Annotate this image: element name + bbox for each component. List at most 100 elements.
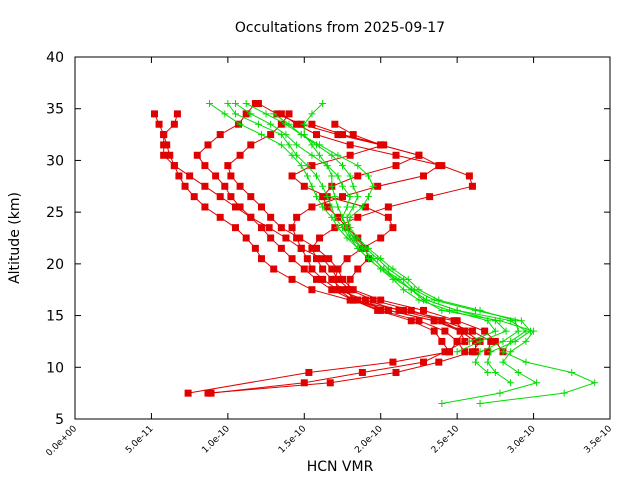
data-point	[468, 182, 476, 190]
data-point	[227, 172, 235, 180]
data-point	[364, 193, 372, 201]
data-point	[487, 348, 495, 356]
data-point	[232, 224, 239, 232]
data-point	[487, 337, 495, 345]
x-tick-label: 0.0e+00	[45, 424, 80, 459]
x-tick-label: 2.5e-10	[430, 424, 462, 456]
data-point	[517, 317, 525, 325]
data-point	[251, 244, 259, 252]
data-point	[308, 244, 316, 252]
data-point	[392, 162, 400, 170]
data-point	[308, 120, 316, 128]
data-point	[323, 162, 331, 170]
data-point	[334, 265, 342, 273]
series-profile-13	[242, 100, 499, 345]
data-point	[282, 120, 290, 128]
data-point	[224, 162, 232, 170]
series-profile-4	[254, 100, 495, 356]
data-point	[415, 286, 423, 294]
data-point	[349, 296, 357, 304]
series-line	[273, 113, 519, 373]
data-point	[384, 306, 392, 314]
data-point	[496, 389, 504, 397]
data-point	[476, 306, 484, 314]
data-point	[216, 131, 224, 139]
data-point	[300, 182, 308, 190]
data-point	[319, 193, 327, 201]
data-point	[514, 327, 522, 335]
data-point	[184, 389, 192, 397]
x-tick-label: 5.0e-11	[124, 424, 156, 456]
data-point	[346, 151, 354, 159]
data-point	[257, 224, 265, 232]
data-point	[441, 327, 449, 335]
series-profile-5	[277, 110, 479, 356]
data-point	[484, 317, 492, 325]
data-point	[364, 172, 372, 180]
data-point	[242, 234, 250, 242]
data-point	[364, 244, 372, 252]
data-point	[420, 358, 428, 366]
series-profile-8	[206, 100, 541, 407]
data-point	[392, 151, 400, 159]
data-point	[377, 255, 385, 263]
data-point	[343, 224, 351, 232]
data-point	[201, 182, 209, 190]
data-point	[160, 151, 168, 159]
data-point	[303, 162, 311, 170]
y-tick-label: 35	[46, 102, 64, 118]
data-point	[257, 131, 265, 139]
data-point	[282, 131, 290, 139]
y-tick-label: 15	[46, 309, 64, 325]
data-point	[354, 296, 362, 304]
data-point	[446, 306, 453, 314]
data-point	[204, 141, 212, 149]
data-point	[522, 337, 530, 345]
data-point	[181, 182, 189, 190]
data-point	[221, 110, 229, 118]
data-point	[499, 337, 507, 345]
data-point	[334, 131, 342, 139]
data-point	[328, 182, 336, 190]
data-point	[481, 327, 489, 335]
data-point	[461, 327, 469, 335]
data-point	[221, 182, 229, 190]
data-point	[568, 368, 576, 376]
data-point	[236, 182, 244, 190]
data-point	[316, 141, 324, 149]
data-point	[407, 317, 415, 325]
data-point	[499, 358, 507, 366]
data-point	[277, 224, 285, 232]
data-point	[277, 244, 285, 252]
x-tick-label: 1.0e-10	[200, 424, 232, 456]
data-point	[293, 151, 301, 159]
data-point	[430, 317, 438, 325]
data-point	[430, 327, 438, 335]
data-point	[400, 306, 408, 314]
y-tick-label: 40	[46, 50, 64, 66]
x-tick-label: 3.0e-10	[506, 424, 538, 456]
series-line	[245, 103, 497, 342]
data-point	[160, 131, 168, 139]
data-point	[331, 275, 339, 283]
data-point	[471, 348, 479, 356]
data-point	[438, 337, 446, 345]
data-point	[369, 182, 377, 190]
data-point	[435, 358, 443, 366]
chart-title: Occultations from 2025-09-17	[235, 20, 445, 36]
data-point	[507, 379, 515, 387]
data-point	[346, 141, 354, 149]
data-point	[471, 337, 479, 345]
data-point	[533, 379, 541, 387]
data-point	[193, 151, 201, 159]
data-point	[328, 172, 336, 180]
data-point	[242, 100, 250, 108]
data-point	[465, 172, 473, 180]
data-point	[415, 151, 423, 159]
data-point	[354, 193, 362, 201]
data-point	[499, 348, 507, 356]
data-point	[303, 255, 311, 263]
data-point	[339, 193, 346, 201]
data-point	[232, 100, 239, 108]
data-point	[560, 389, 568, 397]
